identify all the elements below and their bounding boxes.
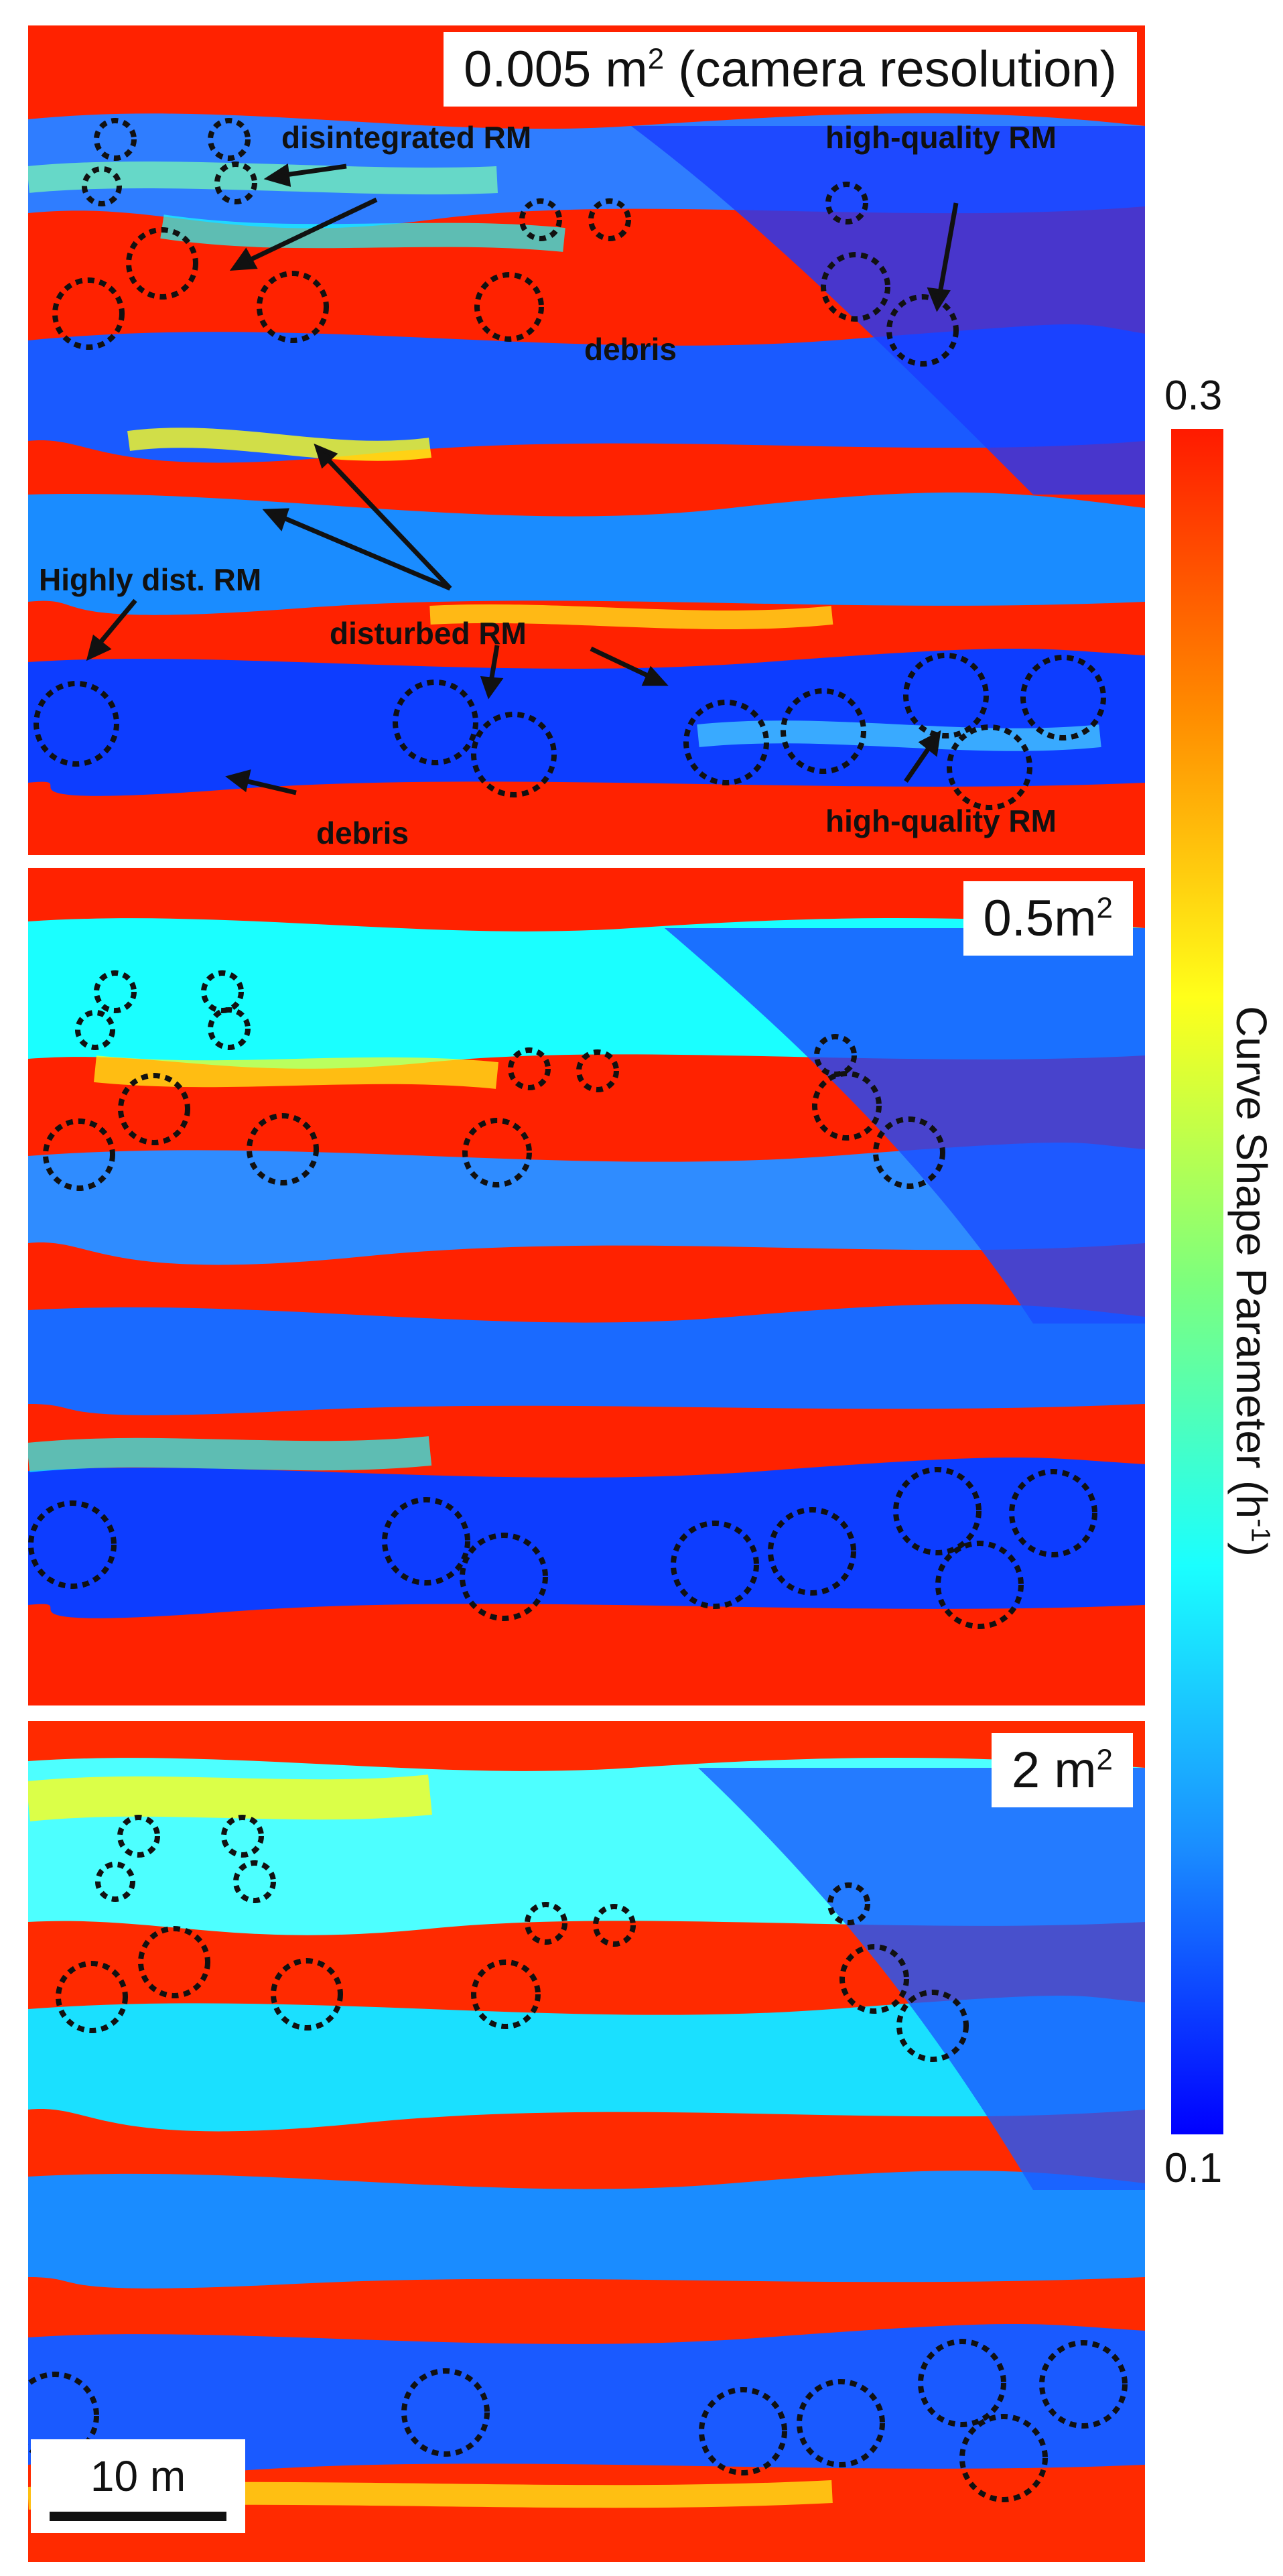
- scale-bar-label: 10 m: [90, 2452, 186, 2500]
- annotation-disintegrated-rm: disintegrated RM: [281, 120, 532, 155]
- colorbar-title: Curve Shape Parameter (h-1): [1227, 1006, 1276, 1557]
- annotation-disturbed-rm: disturbed RM: [330, 616, 527, 651]
- panel-label-resolution: 2 m2: [991, 1733, 1133, 1807]
- colorbar-title-exponent: -1: [1245, 1518, 1276, 1543]
- annotation-high-quality-rm-top: high-quality RM: [825, 120, 1057, 155]
- annotation-debris-2: debris: [316, 816, 409, 850]
- map-panel-2m2: 2 m2: [28, 1721, 1145, 2562]
- panel-label-value: 0.5m: [983, 890, 1097, 947]
- map-panel-camera-resolution: 0.005 m2 (camera resolution) disintegrat…: [28, 25, 1145, 855]
- curve-shape-map: [28, 868, 1145, 1705]
- colorbar-max-label: 0.3: [1164, 373, 1223, 419]
- annotation-debris-1: debris: [584, 332, 677, 367]
- panel-label-suffix: (camera resolution): [664, 41, 1117, 98]
- colorbar-min-label: 0.1: [1164, 2145, 1223, 2191]
- curve-shape-map: [28, 1721, 1145, 2562]
- annotation-highly-disturbed-rm: Highly dist. RM: [39, 562, 262, 597]
- map-panel-0-5m2: 0.5m2: [28, 868, 1145, 1705]
- panel-label-resolution: 0.005 m2 (camera resolution): [444, 32, 1137, 107]
- panel-label-unit-exponent: 2: [647, 42, 665, 76]
- curve-shape-map: [28, 25, 1145, 855]
- colorbar: [1171, 429, 1223, 2134]
- panel-label-unit-exponent: 2: [1096, 891, 1113, 925]
- annotation-high-quality-rm-bottom: high-quality RM: [825, 803, 1057, 838]
- colorbar-title-text: Curve Shape Parameter (h: [1227, 1006, 1276, 1519]
- scale-bar: 10 m: [31, 2439, 245, 2533]
- colorbar-title-close: ): [1227, 1542, 1276, 1557]
- panel-label-resolution: 0.5m2: [963, 881, 1133, 956]
- panel-label-value: 0.005 m: [464, 41, 648, 98]
- panel-label-value: 2 m: [1011, 1742, 1097, 1799]
- scale-bar-line: [50, 2512, 226, 2521]
- panel-label-unit-exponent: 2: [1096, 1743, 1113, 1777]
